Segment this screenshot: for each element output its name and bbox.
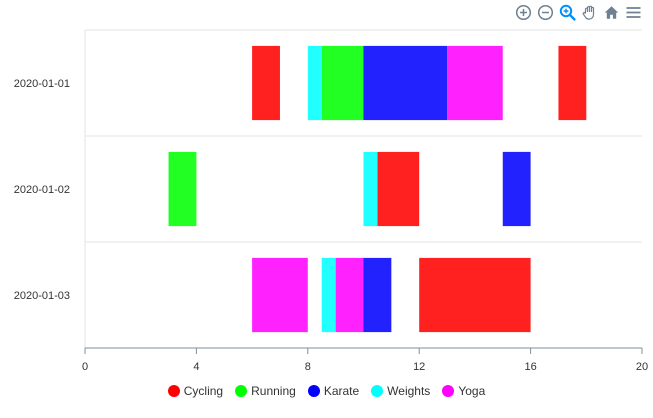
bar-weights	[321, 257, 336, 333]
y-tick-label: 2020-01-01	[14, 78, 70, 90]
x-tick-label: 16	[524, 361, 536, 373]
x-tick-label: 20	[636, 361, 648, 373]
menu-icon[interactable]	[624, 3, 643, 22]
x-tick-label: 4	[193, 361, 199, 373]
legend-label: Weights	[387, 384, 431, 398]
zoom-out-icon[interactable]	[536, 3, 555, 22]
bar-cycling	[252, 45, 280, 121]
axes: 0 4 8 12 16 20 2020-01-01 2020-01-02 2020-01-03	[14, 78, 648, 373]
bar-karate	[502, 151, 531, 227]
bar-yoga	[335, 257, 364, 333]
bar-running	[168, 151, 197, 227]
bar-weights	[363, 151, 378, 227]
selection-zoom-icon[interactable]	[558, 3, 577, 22]
bar-weights	[307, 45, 322, 121]
legend-item-cycling[interactable]: Cycling	[167, 384, 224, 398]
bar-yoga	[447, 45, 503, 121]
bar-cycling	[558, 45, 587, 121]
bar-cycling	[377, 151, 420, 227]
reset-zoom-icon[interactable]	[602, 3, 621, 22]
legend-marker	[235, 385, 248, 397]
legend-label: Cycling	[183, 384, 224, 398]
legend-marker	[371, 385, 384, 397]
pan-icon[interactable]	[580, 3, 599, 22]
legend-marker	[307, 385, 320, 397]
legend-item-running[interactable]: Running	[235, 384, 296, 398]
x-tick-label: 12	[413, 361, 425, 373]
legend-item-weights[interactable]: Weights	[371, 384, 430, 398]
y-tick-label: 2020-01-03	[14, 290, 70, 302]
bar-yoga	[252, 257, 308, 333]
legend-marker	[167, 385, 180, 397]
legend-marker	[442, 385, 455, 397]
bar-running	[321, 45, 364, 121]
legend-label: Yoga	[458, 384, 486, 398]
bar-karate	[363, 45, 448, 121]
legend-label: Karate	[323, 384, 360, 398]
chart-toolbar	[514, 3, 643, 22]
range-bars	[168, 45, 587, 333]
legend-item-karate[interactable]: Karate	[307, 384, 360, 398]
legend-label: Running	[251, 384, 296, 398]
bar-cycling	[419, 257, 531, 333]
y-tick-label: 2020-01-02	[14, 184, 70, 196]
x-tick-label: 0	[82, 361, 88, 373]
zoom-in-icon[interactable]	[514, 3, 533, 22]
chart-legend: Cycling Running Karate Weights Yoga	[0, 384, 653, 398]
x-tick-label: 8	[305, 361, 311, 373]
legend-item-yoga[interactable]: Yoga	[442, 384, 485, 398]
bar-karate	[363, 257, 392, 333]
